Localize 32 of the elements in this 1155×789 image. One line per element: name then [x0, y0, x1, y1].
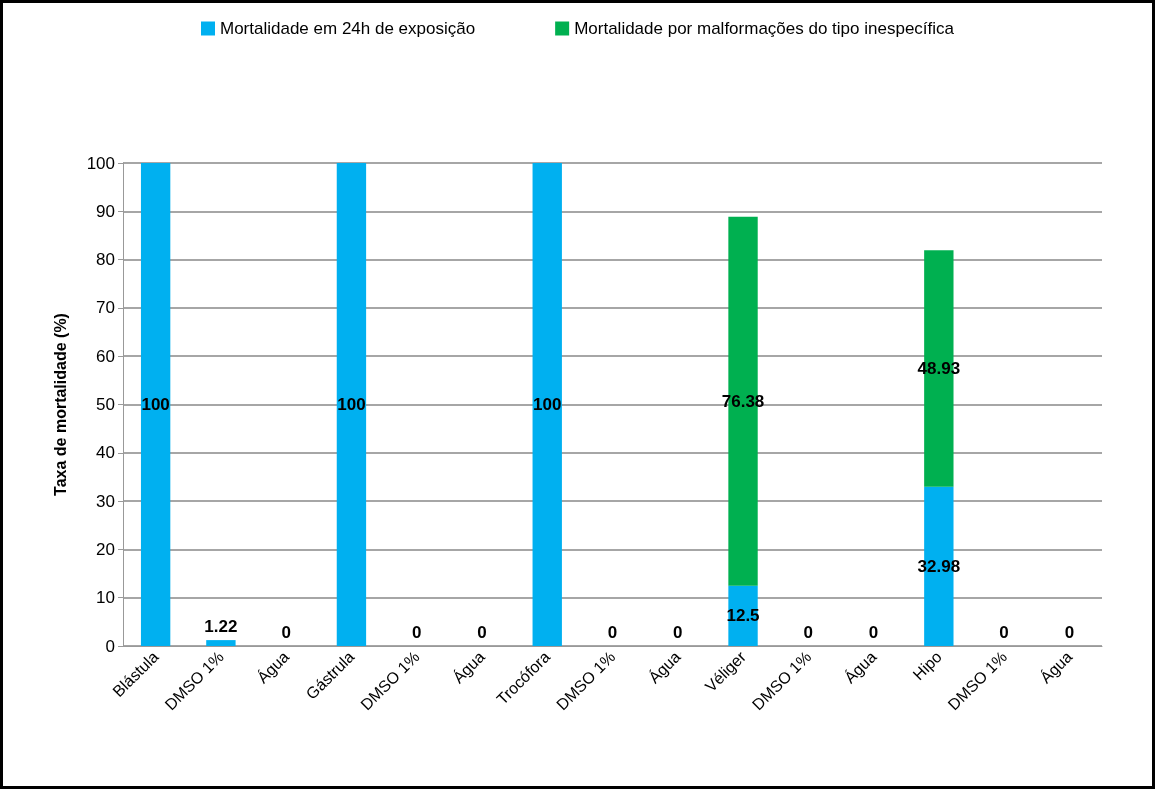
data-label: 1.22	[204, 617, 238, 637]
data-label: 100	[141, 395, 170, 414]
y-tick-label: 60	[96, 346, 115, 366]
y-tick-label: 20	[96, 539, 115, 559]
y-tick-label: 50	[96, 395, 115, 414]
y-tick-label: 90	[96, 201, 115, 221]
y-tick-label: 100	[86, 153, 115, 173]
y-tick-label: 40	[96, 443, 115, 463]
data-label: 100	[337, 395, 366, 414]
y-tick-label: 30	[96, 491, 115, 511]
y-tick-label: 70	[96, 298, 115, 318]
data-label: 0	[411, 623, 422, 642]
bar	[206, 640, 236, 646]
y-tick-label: 10	[96, 588, 115, 608]
data-label: 0	[868, 623, 879, 642]
data-label: 0	[999, 623, 1009, 642]
data-label: 0	[281, 623, 291, 642]
bar	[532, 163, 562, 646]
y-axis-title: Taxa de mortalidade (%)	[51, 313, 69, 496]
data-label: 0	[1064, 623, 1075, 642]
data-label: 100	[533, 395, 562, 414]
bar	[140, 163, 171, 646]
legend-label: Mortalidade em 24h de exposição	[219, 19, 476, 38]
legend-label: Mortalidade por malformações do tipo inespecífica	[574, 19, 955, 38]
data-label: 0	[477, 623, 487, 642]
data-label: 0	[803, 623, 814, 642]
x-tick-label: Hipo	[909, 647, 945, 684]
y-tick-label: 80	[96, 250, 115, 270]
data-label: 0	[673, 623, 683, 642]
data-label: 0	[607, 623, 618, 642]
bar	[336, 163, 367, 646]
y-tick-label: 0	[105, 636, 115, 656]
